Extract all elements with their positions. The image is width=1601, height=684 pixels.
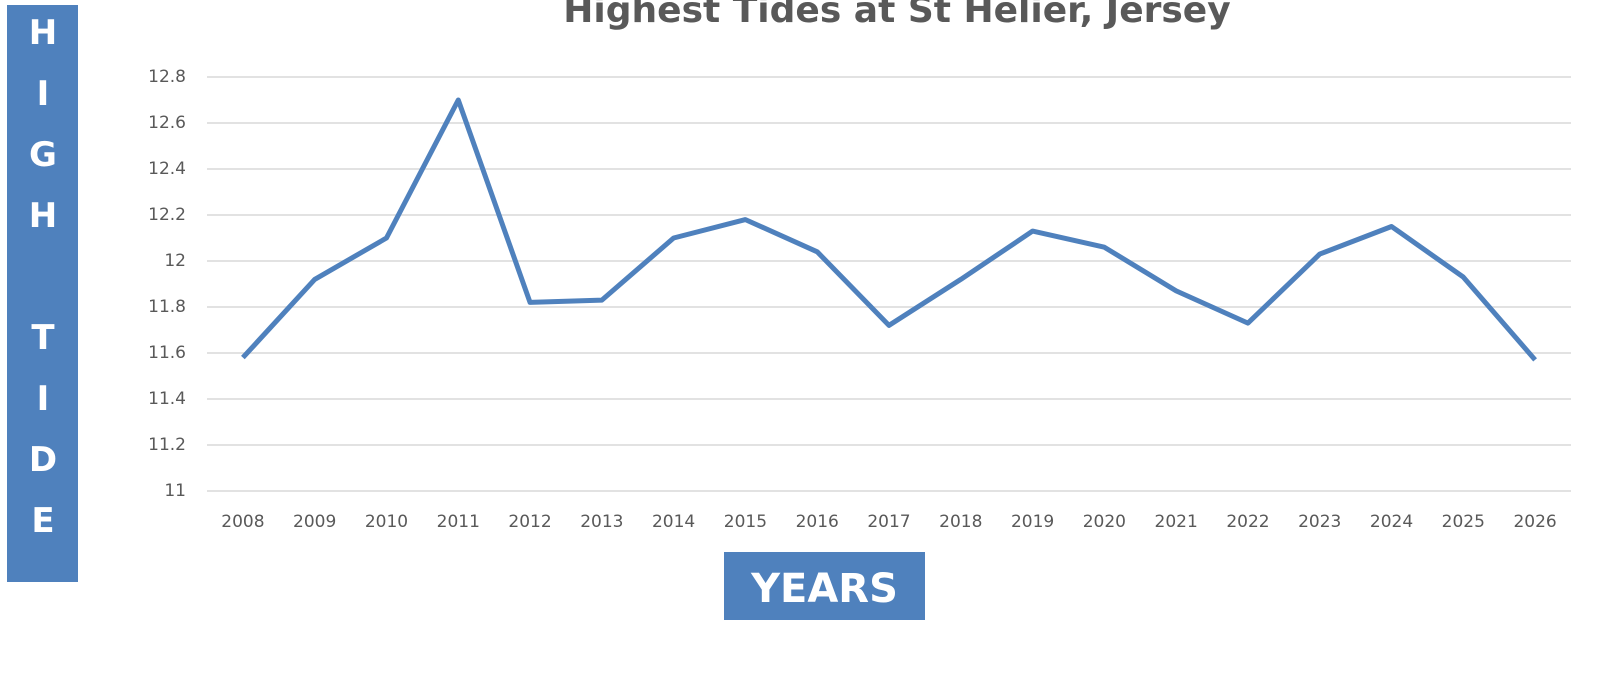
x-tick-label: 2013 [580, 512, 623, 532]
x-tick-label: 2024 [1370, 512, 1413, 532]
x-tick-label: 2021 [1155, 512, 1198, 532]
y-tick-label: 12 [164, 251, 186, 271]
x-tick-label: 2014 [652, 512, 695, 532]
x-tick-label: 2015 [724, 512, 767, 532]
x-tick-label: 2017 [867, 512, 910, 532]
y-tick-label: 12.8 [148, 67, 186, 87]
y-tick-label: 11.4 [148, 389, 186, 409]
x-tick-label: 2011 [437, 512, 480, 532]
x-tick-label: 2022 [1226, 512, 1269, 532]
y-tick-label: 12.4 [148, 159, 186, 179]
y-tick-label: 12.6 [148, 113, 186, 133]
y-axis-label: HIGH TIDE m [7, 5, 78, 684]
data-line [241, 97, 1537, 362]
x-tick-label: 2018 [939, 512, 982, 532]
x-tick-label: 2012 [508, 512, 551, 532]
x-tick-label: 2025 [1442, 512, 1485, 532]
y-tick-label: 11.2 [148, 435, 186, 455]
x-tick-label: 2008 [221, 512, 264, 532]
page: Highest Tides at St Helier, Jersey 11 11.… [7, 0, 1571, 684]
y-tick-label: 11.8 [148, 297, 186, 317]
y-tick-label: 12.2 [148, 205, 186, 225]
x-axis-label: YEARS [724, 552, 925, 620]
y-tick-label: 11.6 [148, 343, 186, 363]
chart: Highest Tides at St Helier, Jersey 11 11.… [148, 0, 1571, 532]
y-tick-label: 11 [164, 481, 186, 501]
x-tick-label: 2016 [796, 512, 839, 532]
x-tick-label: 2023 [1298, 512, 1341, 532]
x-tick-label: 2026 [1513, 512, 1556, 532]
x-tick-label: 2009 [293, 512, 336, 532]
chart-title: Highest Tides at St Helier, Jersey [563, 0, 1230, 31]
x-tick-label: 2019 [1011, 512, 1054, 532]
x-tick-label: 2010 [365, 512, 408, 532]
x-tick-label: 2020 [1083, 512, 1126, 532]
